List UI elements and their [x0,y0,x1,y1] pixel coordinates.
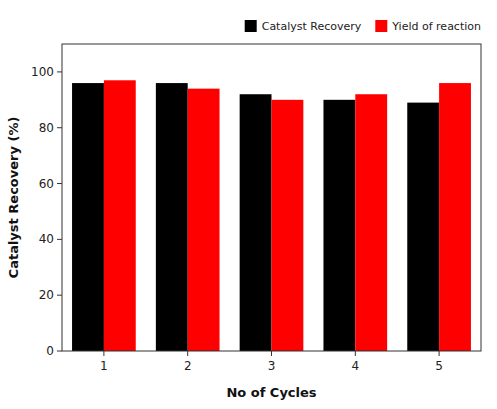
x-tick [439,351,440,356]
x-tick-label: 3 [268,359,276,373]
y-tick-label: 40 [39,232,54,246]
legend-swatch [245,20,257,32]
y-tick-label: 100 [31,65,54,79]
y-tick [57,71,62,72]
x-axis-label: No of Cycles [226,385,316,400]
y-tick [57,351,62,352]
bar [355,94,387,351]
y-tick [57,183,62,184]
y-tick [57,127,62,128]
y-axis-label: Catalyst Recovery (%) [6,117,21,279]
x-tick [355,351,356,356]
x-tick-label: 2 [184,359,192,373]
bar [272,100,304,351]
x-tick [103,351,104,356]
legend-label: Yield of reaction [391,20,481,33]
bar [104,80,136,351]
y-tick-label: 20 [39,288,54,302]
bar [188,89,220,351]
chart: 0 20 40 60 80 100 1 2 3 4 5 No of Cycles Catalyst Re… [0,0,497,409]
y-tick-label: 60 [39,177,54,191]
y-tick-label: 80 [39,121,54,135]
bar [72,83,104,351]
bars [72,80,471,351]
x-tick-label: 4 [351,359,359,373]
bar [323,100,355,351]
x-tick-label: 5 [435,359,443,373]
x-tick-label: 1 [100,359,108,373]
legend-label: Catalyst Recovery [262,20,362,33]
bar [407,103,439,351]
y-tick [57,239,62,240]
y-tick [57,295,62,296]
legend: Catalyst Recovery Yield of reaction [245,20,481,33]
bar [156,83,188,351]
bar [439,83,471,351]
x-tick [187,351,188,356]
legend-swatch [375,20,387,32]
bar [240,94,272,351]
plot-frame [62,44,481,351]
x-tick [271,351,272,356]
y-tick-label: 0 [46,344,54,358]
